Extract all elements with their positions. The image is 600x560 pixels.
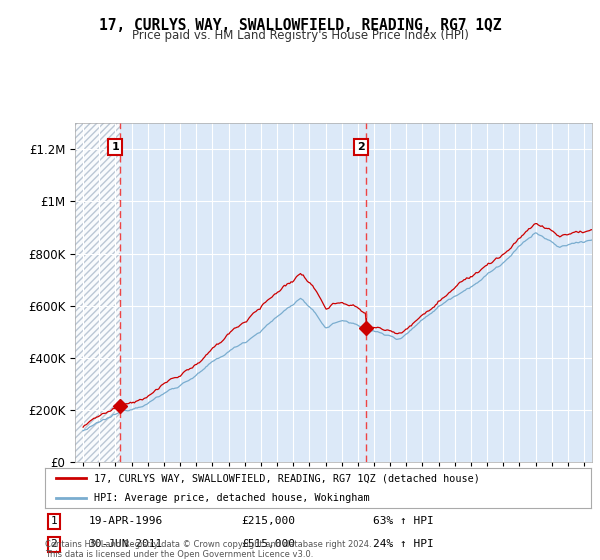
Text: 2: 2 [50,539,57,549]
Text: Contains HM Land Registry data © Crown copyright and database right 2024.
This d: Contains HM Land Registry data © Crown c… [45,540,371,559]
Text: 17, CURLYS WAY, SWALLOWFIELD, READING, RG7 1QZ (detached house): 17, CURLYS WAY, SWALLOWFIELD, READING, R… [94,473,480,483]
Text: 2: 2 [357,142,365,152]
Text: 24% ↑ HPI: 24% ↑ HPI [373,539,433,549]
Text: Price paid vs. HM Land Registry's House Price Index (HPI): Price paid vs. HM Land Registry's House … [131,29,469,42]
Text: HPI: Average price, detached house, Wokingham: HPI: Average price, detached house, Woki… [94,493,370,503]
Text: £215,000: £215,000 [242,516,296,526]
Text: 1: 1 [50,516,57,526]
Text: 63% ↑ HPI: 63% ↑ HPI [373,516,433,526]
Text: 17, CURLYS WAY, SWALLOWFIELD, READING, RG7 1QZ: 17, CURLYS WAY, SWALLOWFIELD, READING, R… [99,18,501,33]
Text: 30-JUN-2011: 30-JUN-2011 [89,539,163,549]
Bar [75,123,120,462]
Text: 1: 1 [112,142,119,152]
Text: 19-APR-1996: 19-APR-1996 [89,516,163,526]
Text: £515,000: £515,000 [242,539,296,549]
